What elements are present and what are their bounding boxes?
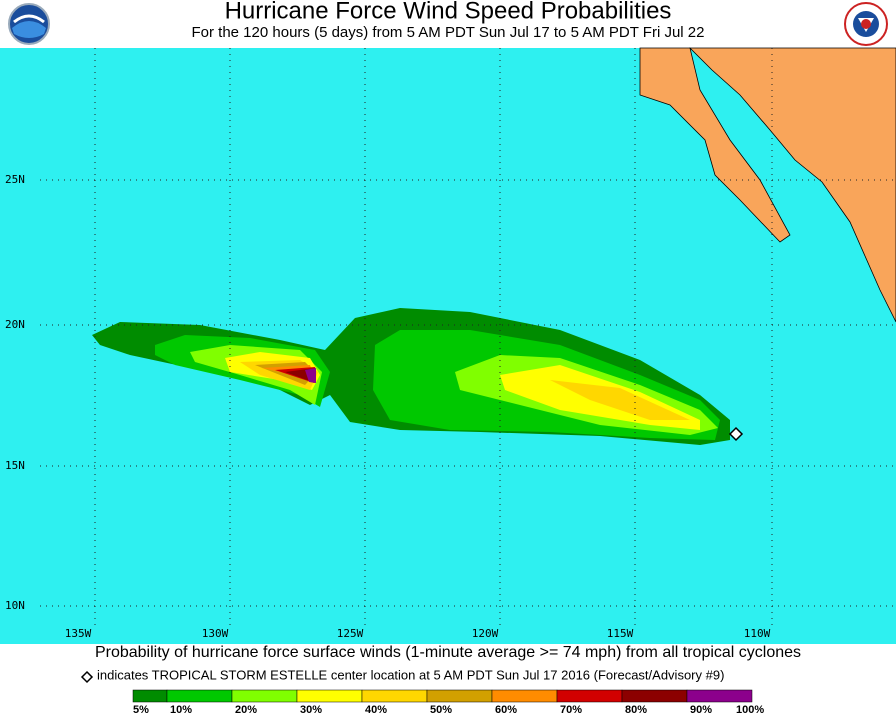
- storm-location: [728, 426, 744, 442]
- legend-label: 30%: [300, 704, 322, 716]
- lon-label: 135W: [65, 627, 92, 640]
- legend-label: 90%: [690, 704, 712, 716]
- probability-contours: [92, 308, 730, 445]
- lat-label: 10N: [5, 599, 25, 612]
- note-marker: [80, 670, 94, 684]
- baja-california: [639, 47, 791, 243]
- lat-label: 15N: [5, 459, 25, 472]
- legend: 5% 10% 20% 30% 40% 50% 60% 70% 80% 90% 100%: [132, 689, 764, 716]
- legend-label: 20%: [235, 704, 257, 716]
- legend-swatch: [166, 689, 233, 703]
- legend-swatch: [296, 689, 363, 703]
- legend-label: 70%: [560, 704, 582, 716]
- legend-swatch: [621, 689, 688, 703]
- lat-label: 20N: [5, 318, 25, 331]
- legend-swatch: [556, 689, 623, 703]
- legend-swatch: [686, 689, 753, 703]
- legend-swatch: [361, 689, 428, 703]
- legend-swatch: [426, 689, 493, 703]
- legend-label: 50%: [430, 704, 452, 716]
- legend-label: 80%: [625, 704, 647, 716]
- mainland-mexico: [689, 47, 896, 323]
- legend-label: 60%: [495, 704, 517, 716]
- legend-label: 5%: [133, 704, 149, 716]
- lat-label: 25N: [5, 173, 25, 186]
- map: 25N 20N 15N 10N 135W 130W 125W 120W 115W…: [0, 47, 896, 644]
- legend-swatch: [491, 689, 558, 703]
- legend-label: 100%: [736, 704, 764, 716]
- note: indicates TROPICAL STORM ESTELLE center …: [97, 667, 724, 682]
- legend-label: 40%: [365, 704, 387, 716]
- caption: Probability of hurricane force surface w…: [95, 644, 801, 661]
- legend-swatch: [231, 689, 298, 703]
- legend-swatch: [132, 689, 168, 703]
- lon-label: 115W: [607, 627, 634, 640]
- lon-label: 125W: [337, 627, 364, 640]
- title: Hurricane Force Wind Speed Probabilities: [225, 0, 672, 24]
- subtitle: For the 120 hours (5 days) from 5 AM PDT…: [192, 24, 705, 41]
- legend-label: 10%: [170, 704, 192, 716]
- graticule: [40, 48, 896, 625]
- nws-logo: [844, 2, 888, 46]
- lon-label: 110W: [744, 627, 771, 640]
- lon-label: 120W: [472, 627, 499, 640]
- noaa-logo: [8, 3, 50, 45]
- lon-label: 130W: [202, 627, 229, 640]
